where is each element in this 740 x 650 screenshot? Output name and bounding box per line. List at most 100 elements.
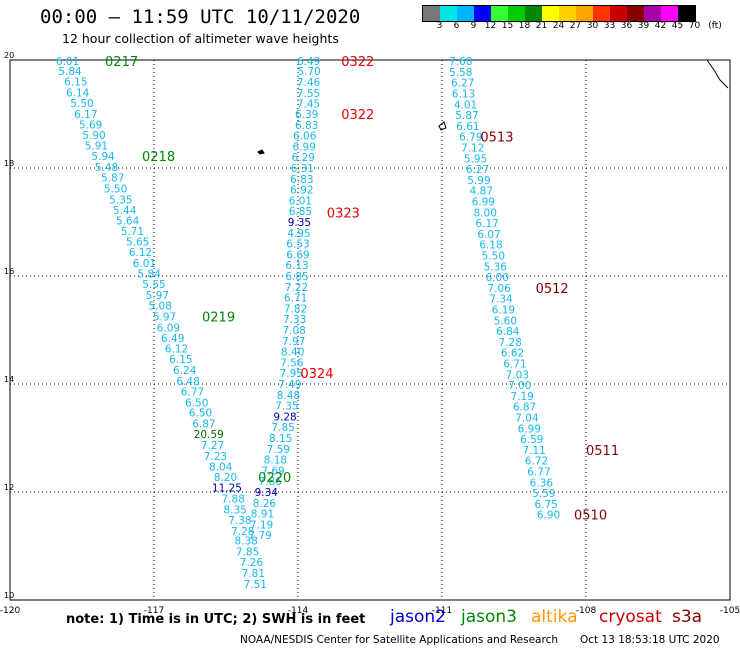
wave-height-value: 6.49 — [297, 56, 320, 68]
wave-height-value: 5.58 — [449, 67, 472, 79]
mission-jason3: jason3 — [461, 607, 517, 627]
wave-height-value: 9.35 — [288, 217, 311, 229]
legend-swatch — [508, 6, 525, 21]
wave-height-value: 6.90 — [537, 510, 560, 522]
wave-height-value: 5.91 — [85, 140, 108, 152]
wave-height-value: 5.90 — [82, 130, 105, 142]
legend-swatch — [525, 6, 542, 21]
legend-unit: (ft) — [708, 21, 722, 31]
wave-height-value: 7.56 — [280, 357, 304, 369]
lat-tick-label: 20 — [4, 51, 14, 60]
wave-height-value: 5.97 — [146, 290, 169, 302]
pass-time-label: 0323 — [327, 206, 360, 221]
wave-height-value: 6.17 — [475, 218, 498, 230]
island-fragment — [257, 149, 265, 155]
lat-tick-label: 14 — [4, 375, 14, 384]
wave-height-value: 7.22 — [285, 282, 308, 294]
wave-height-value: 6.71 — [503, 358, 526, 370]
pass-time-label: 0510 — [574, 509, 607, 524]
legend-swatch — [644, 6, 661, 21]
wave-height-value: 7.79 — [248, 530, 271, 542]
wave-height-value: 6.83 — [295, 120, 318, 132]
map-axis-labels: -120 -117 -114 -111 -108 -105 20 18 16 14 12 10 — [0, 51, 740, 616]
wave-height-value: 6.15 — [169, 354, 192, 366]
wave-height-value: 6.48 — [176, 376, 199, 388]
wave-height-value: 8.91 — [251, 509, 274, 521]
wave-height-value: 6.50 — [185, 397, 208, 409]
wave-height-value: 6.12 — [165, 343, 188, 355]
legend-label: 42 — [654, 21, 667, 31]
wave-height-value: 6.99 — [518, 423, 541, 435]
wave-height-value: 6.72 — [525, 456, 548, 468]
wave-height-value: 7.46 — [297, 77, 321, 89]
legend-swatch — [627, 6, 644, 21]
wave-height-value: 5.70 — [297, 66, 320, 78]
wave-height-value: 6.49 — [161, 333, 184, 345]
credit-line: NOAA/NESDIS Center for Satellite Applica… — [240, 634, 558, 646]
wave-height-value: 6.99 — [472, 196, 495, 208]
wave-height-value: 6.77 — [181, 387, 204, 399]
legend-swatch — [542, 6, 559, 21]
wave-height-value: 7.28 — [231, 526, 254, 538]
wave-height-value: 7.27 — [201, 440, 224, 452]
wave-height-value: 7.97 — [282, 336, 305, 348]
pass-time-label: 0324 — [300, 367, 333, 382]
wave-height-value: 6.36 — [530, 477, 554, 489]
wave-height-value: 6.18 — [479, 240, 502, 252]
wave-height-value: 7.33 — [283, 314, 306, 326]
wave-height-value: 6.92 — [290, 185, 313, 197]
wave-height-value: 7.86 — [258, 476, 282, 488]
wave-height-value: 7.51 — [244, 579, 267, 591]
wave-height-value: 6.83 — [290, 174, 313, 186]
legend-label: 21 — [535, 21, 548, 31]
wave-height-value: 6.01 — [56, 56, 79, 68]
legend-label: 39 — [637, 21, 650, 31]
pass-time-label: 0217 — [105, 55, 138, 70]
wave-height-value: 8.18 — [264, 455, 287, 467]
wave-height-value: 7.81 — [242, 568, 265, 580]
wave-height-value: 5.35 — [109, 194, 132, 206]
wave-height-value: 7.88 — [222, 493, 245, 505]
wave-height-value: 6.01 — [133, 258, 156, 270]
legend-swatch — [423, 6, 440, 21]
wave-height-value: 8.04 — [209, 462, 233, 474]
legend-swatch — [440, 6, 457, 21]
wave-height-value: 5.65 — [126, 236, 149, 248]
wave-height-value: 4.87 — [470, 186, 493, 198]
wave-height-value: 20.59 — [194, 429, 224, 441]
wave-height-value: 11.25 — [212, 483, 242, 495]
wave-height-value: 6.24 — [173, 365, 197, 377]
legend-swatch — [491, 6, 508, 21]
wave-height-value: 9.34 — [255, 487, 279, 499]
wave-height-value: 7.35 — [275, 401, 298, 413]
wave-height-value: 6.15 — [64, 77, 87, 89]
legend-swatch — [559, 6, 576, 21]
wave-height-value: 8.15 — [269, 433, 292, 445]
wave-height-value: 5.99 — [467, 175, 490, 187]
wave-height-value: 6.39 — [295, 109, 318, 121]
wave-height-value: 5.84 — [138, 268, 162, 280]
legend-swatch — [610, 6, 627, 21]
pass-time-labels: 0217 0218 0219 0220 0322 0322 0323 0324 0513 0512… — [105, 55, 619, 524]
wave-height-value: 8.26 — [253, 498, 277, 510]
wave-height-value: 7.04 — [515, 412, 539, 424]
wave-height-value: 7.34 — [489, 294, 513, 306]
wave-height-value: 7.95 — [280, 368, 303, 380]
wave-height-value: 8.40 — [281, 347, 304, 359]
lat-tick-label: 10 — [4, 591, 14, 600]
wave-height-value: 7.11 — [522, 445, 545, 457]
lat-tick-label: 16 — [4, 267, 14, 276]
legend-label: 3 — [436, 21, 443, 31]
wave-height-value: 8.20 — [214, 472, 237, 484]
mission-cryosat: cryosat — [599, 607, 662, 627]
wave-height-value: 5.36 — [484, 261, 508, 273]
pass-time-label: 0512 — [536, 282, 569, 297]
lon-tick-label: -120 — [0, 606, 20, 616]
wave-height-value: 6.13 — [452, 88, 475, 100]
wave-height-value: 6.53 — [286, 239, 309, 251]
wave-height-value: 6.61 — [456, 121, 479, 133]
legend-label: 70 — [688, 21, 701, 31]
altimeter-tracks: 6.015.846.156.145.506.175.695.905.915.94… — [56, 56, 560, 591]
wave-height-value: 6.85 — [285, 271, 308, 283]
wave-height-value: 6.31 — [291, 163, 314, 175]
